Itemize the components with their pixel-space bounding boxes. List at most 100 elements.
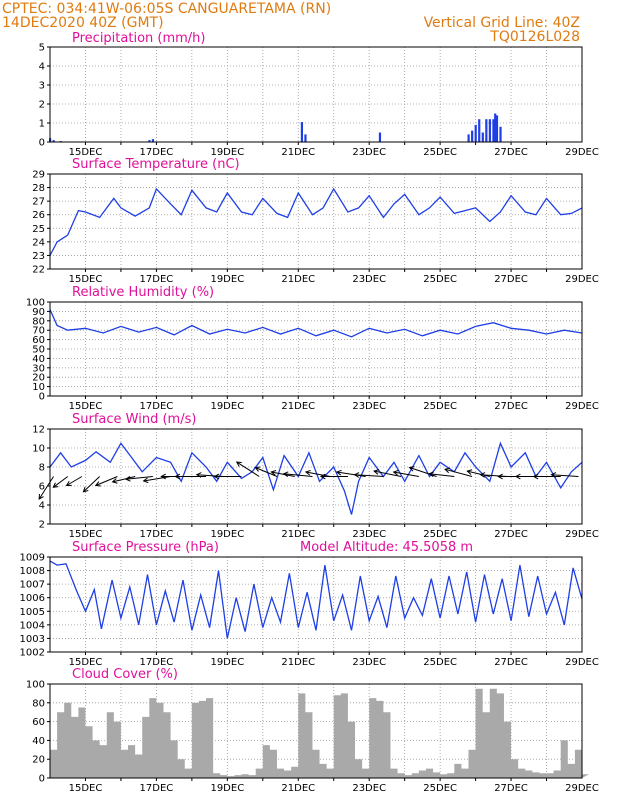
y-tick-label: 1009 bbox=[20, 553, 45, 564]
wind-vector-shaft bbox=[112, 476, 136, 483]
precip-bar bbox=[492, 119, 495, 142]
x-tick-label: 25DEC bbox=[423, 401, 457, 412]
y-tick-label: 10 bbox=[32, 382, 45, 393]
x-tick-label: 17DEC bbox=[140, 783, 174, 794]
x-tick-label: 17DEC bbox=[140, 657, 174, 668]
y-tick-label: 23 bbox=[32, 251, 45, 262]
panel-annotation: Model Altitude: 45.5058 m bbox=[300, 540, 473, 555]
wind-vector-head bbox=[52, 482, 59, 488]
x-tick-label: 25DEC bbox=[423, 529, 457, 540]
panel-wind: Surface Wind (m/s) 2 4 6 8 10 12 15DEC 17DEC 19DE… bbox=[32, 412, 599, 540]
wind-vector-head bbox=[319, 473, 326, 480]
x-tick-label: 15DEC bbox=[69, 274, 103, 285]
wind-vector-shaft bbox=[444, 468, 473, 477]
y-tick-label: 0 bbox=[39, 138, 45, 149]
x-tick-label: 17DEC bbox=[140, 147, 174, 158]
precip-bar bbox=[148, 140, 151, 142]
y-tick-label: 1007 bbox=[20, 580, 45, 591]
panel-title: Cloud Cover (%) bbox=[72, 667, 178, 682]
y-tick-label: 2 bbox=[39, 100, 45, 111]
wind-vector-head bbox=[304, 469, 311, 476]
wind-vector-head bbox=[392, 469, 399, 476]
x-tick-label: 19DEC bbox=[210, 657, 244, 668]
wind-vector-shaft bbox=[271, 471, 295, 477]
wind-vector-shaft bbox=[374, 470, 402, 477]
x-tick-label: 17DEC bbox=[140, 529, 174, 540]
x-tick-label: 21DEC bbox=[281, 401, 315, 412]
precip-bar bbox=[304, 134, 307, 142]
wind-vector-shaft bbox=[429, 473, 455, 477]
cloud-cover-area bbox=[50, 688, 590, 778]
x-tick-label: 17DEC bbox=[140, 274, 174, 285]
wind-vector-shaft bbox=[467, 470, 490, 477]
x-tick-label: 15DEC bbox=[69, 529, 103, 540]
wind-vector-shaft bbox=[354, 474, 384, 477]
wind-vector-head bbox=[408, 466, 415, 472]
wind-vector-head bbox=[160, 473, 166, 480]
y-tick-label: 40 bbox=[32, 736, 45, 747]
y-tick-label: 1 bbox=[39, 119, 45, 130]
y-tick-label: 80 bbox=[32, 698, 45, 709]
x-tick-label: 21DEC bbox=[281, 274, 315, 285]
header-station: CPTEC: 034:41W-06:05S CANGUARETAMA (RN) bbox=[2, 1, 331, 17]
plot-frame bbox=[49, 556, 583, 653]
y-tick-label: 60 bbox=[32, 335, 45, 346]
x-tick-label: 23DEC bbox=[352, 147, 386, 158]
x-tick-label: 15DEC bbox=[69, 401, 103, 412]
wind-vector-head bbox=[142, 477, 149, 484]
precip-bar bbox=[378, 132, 382, 142]
precip-bar bbox=[467, 134, 470, 142]
y-tick-label: 28 bbox=[32, 183, 45, 194]
y-tick-label: 0 bbox=[39, 774, 45, 785]
panel-title: Surface Temperature (nC) bbox=[72, 157, 240, 172]
panel-cloud: Cloud Cover (%) 0 20 40 60 80 100 15DEC 17DEC 19D… bbox=[26, 667, 599, 794]
y-tick-label: 1003 bbox=[20, 634, 45, 645]
plot-frame bbox=[49, 301, 583, 397]
x-tick-label: 21DEC bbox=[281, 783, 315, 794]
y-tick-label: 100 bbox=[26, 680, 45, 691]
wind-vector-head bbox=[82, 486, 89, 493]
y-tick-label: 20 bbox=[32, 373, 45, 384]
x-tick-label: 23DEC bbox=[352, 401, 386, 412]
panel-title: Relative Humidity (%) bbox=[72, 285, 214, 300]
wind-vector-head bbox=[532, 473, 539, 480]
wind-vector-head bbox=[497, 473, 503, 480]
wind-vector-shaft bbox=[283, 473, 313, 477]
precip-bar bbox=[495, 115, 499, 142]
wind-vector-head bbox=[94, 481, 101, 487]
temp-series-line bbox=[49, 187, 583, 256]
x-tick-label: 29DEC bbox=[565, 657, 599, 668]
wind-vector-head bbox=[550, 472, 557, 478]
x-tick-label: 27DEC bbox=[494, 783, 528, 794]
panel-title: Precipitation (mm/h) bbox=[72, 31, 205, 46]
x-tick-label: 29DEC bbox=[565, 401, 599, 412]
y-tick-label: 80 bbox=[32, 316, 45, 327]
pressure-series-line bbox=[49, 560, 583, 639]
x-tick-label: 29DEC bbox=[565, 529, 599, 540]
x-tick-label: 25DEC bbox=[423, 147, 457, 158]
wind-vector-head bbox=[235, 461, 242, 467]
x-tick-label: 25DEC bbox=[423, 274, 457, 285]
x-tick-label: 21DEC bbox=[281, 657, 315, 668]
precip-bar bbox=[151, 139, 155, 142]
wind-series-line bbox=[49, 441, 583, 515]
x-tick-label: 19DEC bbox=[210, 147, 244, 158]
x-tick-label: 19DEC bbox=[210, 274, 244, 285]
wind-vector-head bbox=[514, 473, 521, 480]
precip-bar bbox=[499, 126, 502, 142]
y-tick-label: 25 bbox=[32, 224, 45, 235]
wind-vector-head bbox=[466, 469, 473, 475]
wind-vector-head bbox=[38, 493, 44, 500]
x-tick-label: 27DEC bbox=[494, 147, 528, 158]
panel-temp: Surface Temperature (nC) 22 23 24 25 26 27 28 29… bbox=[32, 157, 599, 285]
precip-bar bbox=[300, 122, 304, 142]
wind-vector-shaft bbox=[38, 476, 54, 500]
x-tick-label: 21DEC bbox=[281, 529, 315, 540]
x-tick-label: 15DEC bbox=[69, 657, 103, 668]
panel-title: Surface Pressure (hPa) bbox=[72, 540, 219, 555]
wind-vector-head bbox=[270, 469, 277, 476]
wind-vector-shaft bbox=[255, 467, 278, 477]
plot-frame bbox=[49, 173, 583, 270]
x-tick-label: 25DEC bbox=[423, 783, 457, 794]
